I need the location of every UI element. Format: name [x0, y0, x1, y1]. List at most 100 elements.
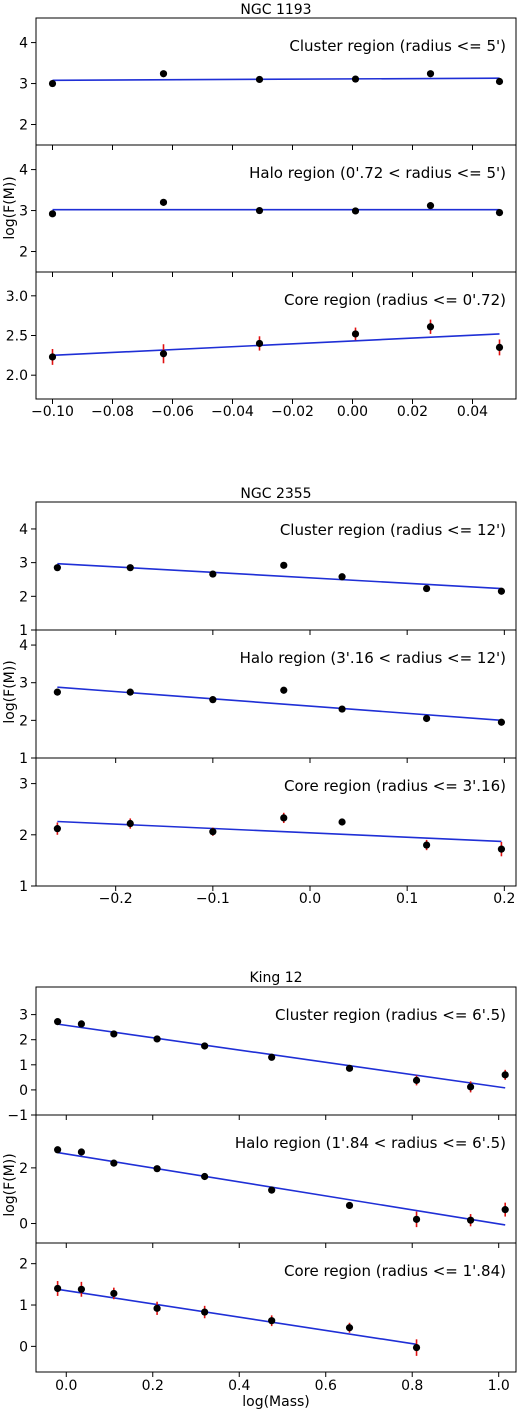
data-point	[209, 570, 217, 578]
data-point	[495, 77, 504, 86]
data-point	[412, 1344, 421, 1352]
data-point	[153, 1165, 161, 1173]
data-point	[495, 343, 504, 352]
fit-line	[57, 1288, 417, 1346]
y-tick-label: 0	[19, 1339, 28, 1355]
data-point	[423, 841, 431, 849]
data-point	[351, 330, 360, 338]
data-point	[345, 1324, 354, 1332]
data-point	[110, 1030, 118, 1038]
x-tick-label: −0.08	[91, 404, 134, 420]
panel-frame	[35, 757, 517, 887]
data-point	[153, 1304, 161, 1312]
y-tick-label: 2	[19, 828, 28, 844]
y-tick-label: 4	[19, 36, 28, 52]
data-point	[497, 718, 506, 726]
data-point	[110, 1289, 118, 1298]
y-tick-label: −1	[7, 1108, 28, 1124]
chart-title: King 12	[249, 970, 302, 986]
data-point	[201, 1308, 209, 1316]
panel-annotation: Core region (radius <= 0'.72)	[284, 291, 506, 309]
x-axis-label: log(Mass)	[242, 1394, 310, 1410]
data-point	[495, 208, 504, 217]
x-tick-label: 0.00	[337, 404, 368, 420]
y-tick-label: 3	[19, 777, 28, 793]
data-point	[126, 819, 134, 828]
data-point	[54, 1018, 62, 1026]
chart-title: NGC 1193	[240, 2, 311, 18]
data-point	[268, 1317, 276, 1325]
data-point	[426, 323, 435, 331]
data-point	[77, 1020, 86, 1028]
data-point	[338, 705, 346, 713]
x-tick-label: −0.04	[211, 404, 254, 420]
data-point	[77, 1148, 86, 1156]
panel-annotation: Core region (radius <= 3'.16)	[284, 777, 506, 795]
x-tick-label: −0.2	[99, 891, 133, 907]
fit-line	[52, 333, 500, 357]
data-point	[255, 75, 264, 84]
data-point	[345, 1201, 354, 1210]
fit-line	[57, 686, 502, 722]
y-axis-label: log(F(M))	[2, 176, 18, 239]
data-point	[153, 1035, 161, 1043]
x-tick-label: −0.02	[271, 404, 314, 420]
data-point	[48, 353, 57, 361]
panel-annotation: Halo region (3'.16 < radius <= 12')	[240, 649, 506, 667]
y-tick-label: 0	[19, 1217, 28, 1233]
data-point	[280, 814, 288, 822]
y-tick-label: 1	[19, 879, 28, 895]
y-tick-label: 2.5	[6, 329, 28, 345]
fit-line	[52, 77, 500, 82]
data-point	[338, 818, 346, 826]
y-tick-label: 2	[19, 1033, 28, 1049]
y-tick-label: 1	[19, 1298, 28, 1314]
data-point	[53, 688, 61, 696]
panel-annotation: Cluster region (radius <= 12')	[280, 521, 506, 539]
x-tick-label: −0.1	[196, 891, 230, 907]
data-point	[159, 198, 168, 206]
data-point	[280, 561, 288, 569]
chart-title: NGC 2355	[240, 486, 311, 502]
panel-annotation: Cluster region (radius <= 6'.5)	[275, 1006, 506, 1024]
data-point	[412, 1076, 421, 1084]
x-tick-label: −0.06	[151, 404, 194, 420]
data-point	[501, 1071, 509, 1079]
data-point	[77, 1285, 86, 1293]
y-axis-label: log(F(M))	[2, 1153, 18, 1216]
data-point	[209, 828, 217, 836]
data-point	[426, 202, 435, 210]
x-tick-label: 0.4	[228, 1378, 250, 1394]
data-point	[201, 1042, 209, 1050]
y-tick-label: 3	[19, 556, 28, 572]
data-point	[54, 1146, 62, 1154]
x-tick-label: 1.0	[488, 1378, 510, 1394]
panel-annotation: Core region (radius <= 1'.84)	[284, 1262, 506, 1280]
fit-line	[57, 1151, 506, 1226]
x-tick-label: 0.8	[401, 1378, 423, 1394]
data-point	[423, 584, 431, 593]
x-tick-label: 0.02	[397, 404, 428, 420]
data-point	[110, 1159, 118, 1167]
data-point	[53, 564, 61, 572]
data-point	[426, 70, 435, 78]
y-tick-label: 1	[19, 751, 28, 767]
y-tick-label: 3	[19, 676, 28, 692]
y-tick-label: 3	[19, 204, 28, 220]
y-tick-label: 3.0	[6, 289, 28, 305]
fit-line	[57, 562, 502, 590]
data-point	[53, 825, 61, 833]
y-tick-label: 2	[19, 245, 28, 261]
data-point	[497, 845, 506, 853]
data-point	[423, 714, 431, 723]
y-tick-label: 4	[19, 163, 28, 179]
data-point	[201, 1172, 209, 1181]
data-point	[159, 350, 168, 358]
data-point	[345, 1064, 354, 1072]
panel-frame	[35, 1242, 517, 1373]
x-tick-label: −0.10	[31, 404, 74, 420]
y-tick-label: 0	[19, 1083, 28, 1099]
data-point	[338, 573, 346, 581]
y-tick-label: 2	[19, 589, 28, 605]
data-point	[159, 70, 168, 78]
